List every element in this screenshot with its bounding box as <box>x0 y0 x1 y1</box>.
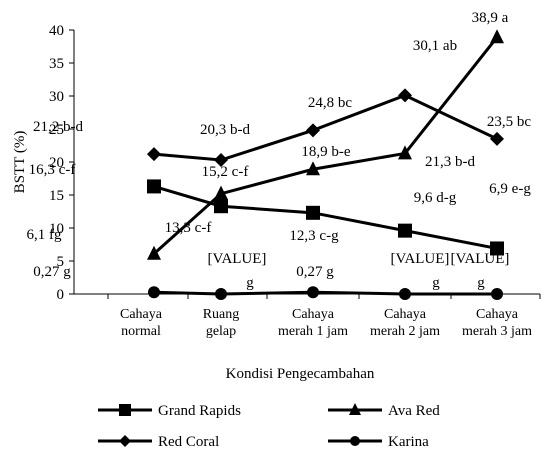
data-label: 20,3 b-d <box>200 122 250 138</box>
data-point-ava-red <box>490 29 504 44</box>
data-label: [VALUE] g <box>208 251 267 291</box>
y-tick-label: 20 <box>49 155 64 171</box>
data-point-karina <box>491 288 503 300</box>
data-point-karina <box>148 286 160 299</box>
data-label: 21,2 b-d <box>33 119 83 135</box>
y-tick-label: 40 <box>49 23 64 39</box>
legend-marker-diamond-icon <box>119 435 131 447</box>
legend-label: Grand Rapids <box>158 403 241 419</box>
legend-item-karina: Karina <box>328 434 429 450</box>
legend-label: Ava Red <box>388 403 440 419</box>
data-point-grand-rapids <box>490 241 504 256</box>
legend-marker-circle-icon <box>350 436 360 446</box>
data-point-ava-red <box>147 245 161 260</box>
legend-item-red-coral: Red Coral <box>98 434 219 450</box>
data-point-ava-red <box>214 185 228 200</box>
data-point-ava-red <box>306 161 320 176</box>
y-tick-label: 15 <box>49 188 64 204</box>
y-tick-label: 35 <box>49 56 64 72</box>
y-axis-title: BSTT (%) <box>12 131 28 194</box>
data-point-red-coral <box>214 153 228 168</box>
data-label: 6,1 fg <box>27 227 62 243</box>
y-tick-label: 0 <box>57 287 65 303</box>
x-tick-label: Cahaya merah 1 jam <box>278 307 348 339</box>
series-line-karina <box>153 290 497 296</box>
x-tick-label: Cahaya merah 3 jam <box>462 307 532 339</box>
data-label: [VALUE] g <box>451 251 510 291</box>
y-tick-label: 25 <box>49 122 64 138</box>
y-tick-label: 10 <box>49 221 64 237</box>
legend-item-grand-rapids: Grand Rapids <box>98 403 241 419</box>
data-label: 15,2 c-f <box>202 164 249 180</box>
data-point-red-coral <box>147 147 161 162</box>
x-tick-label: Ruang gelap <box>203 307 240 339</box>
data-point-karina <box>399 288 411 300</box>
legend-item-ava-red: Ava Red <box>328 403 440 419</box>
x-axis-title: Kondisi Pengecambahan <box>226 366 375 382</box>
data-label: 23,5 bc <box>487 114 532 130</box>
data-label: [VALUE] g <box>391 251 450 291</box>
data-point-karina <box>215 288 227 300</box>
data-label: 21,3 b-d <box>425 154 475 170</box>
x-tick-label: Cahaya merah 2 jam <box>370 307 440 339</box>
y-tick-label: 5 <box>57 254 65 270</box>
data-label: 6,9 e-g <box>489 181 531 197</box>
legend-marker-square-icon <box>119 404 131 416</box>
data-point-grand-rapids <box>147 179 161 194</box>
data-label: 38,9 a <box>472 10 509 26</box>
data-label: 12,3 c-g <box>289 228 339 244</box>
data-label: 16,3 c-f <box>29 162 76 178</box>
data-label: 24,8 bc <box>308 95 353 111</box>
data-point-grand-rapids <box>306 205 320 220</box>
legend: Grand Rapids Ava Red Red Coral Karina <box>98 403 440 450</box>
data-label: 0,27 g <box>33 264 71 280</box>
series-markers <box>147 29 504 300</box>
data-labels: 16,3 c-f 13,3 c-f 12,3 c-g 9,6 d-g 6,9 e-g 6,… <box>27 10 532 291</box>
data-label: 18,9 b-e <box>301 144 350 160</box>
data-point-red-coral <box>306 123 320 138</box>
data-point-grand-rapids <box>214 199 228 214</box>
data-point-karina <box>307 286 319 299</box>
data-label: 13,3 c-f <box>165 220 212 236</box>
data-label: 9,6 d-g <box>414 190 457 206</box>
legend-marker-triangle-icon <box>349 403 361 415</box>
x-tick-label: Cahaya normal <box>120 307 163 339</box>
data-point-red-coral <box>398 88 412 103</box>
data-point-ava-red <box>398 145 412 160</box>
legend-label: Karina <box>388 434 429 450</box>
data-label: 0,27 g <box>296 264 334 280</box>
y-tick-label: 30 <box>49 89 64 105</box>
legend-label: Red Coral <box>158 434 219 450</box>
data-point-red-coral <box>490 131 504 146</box>
y-tick-labels: 0 5 10 15 20 25 30 35 40 <box>49 23 74 303</box>
x-tick-labels: Cahaya normal Ruang gelap Cahaya merah 1 jam C… <box>107 294 541 339</box>
data-label: 30,1 ab <box>413 38 457 54</box>
data-point-grand-rapids <box>398 223 412 238</box>
